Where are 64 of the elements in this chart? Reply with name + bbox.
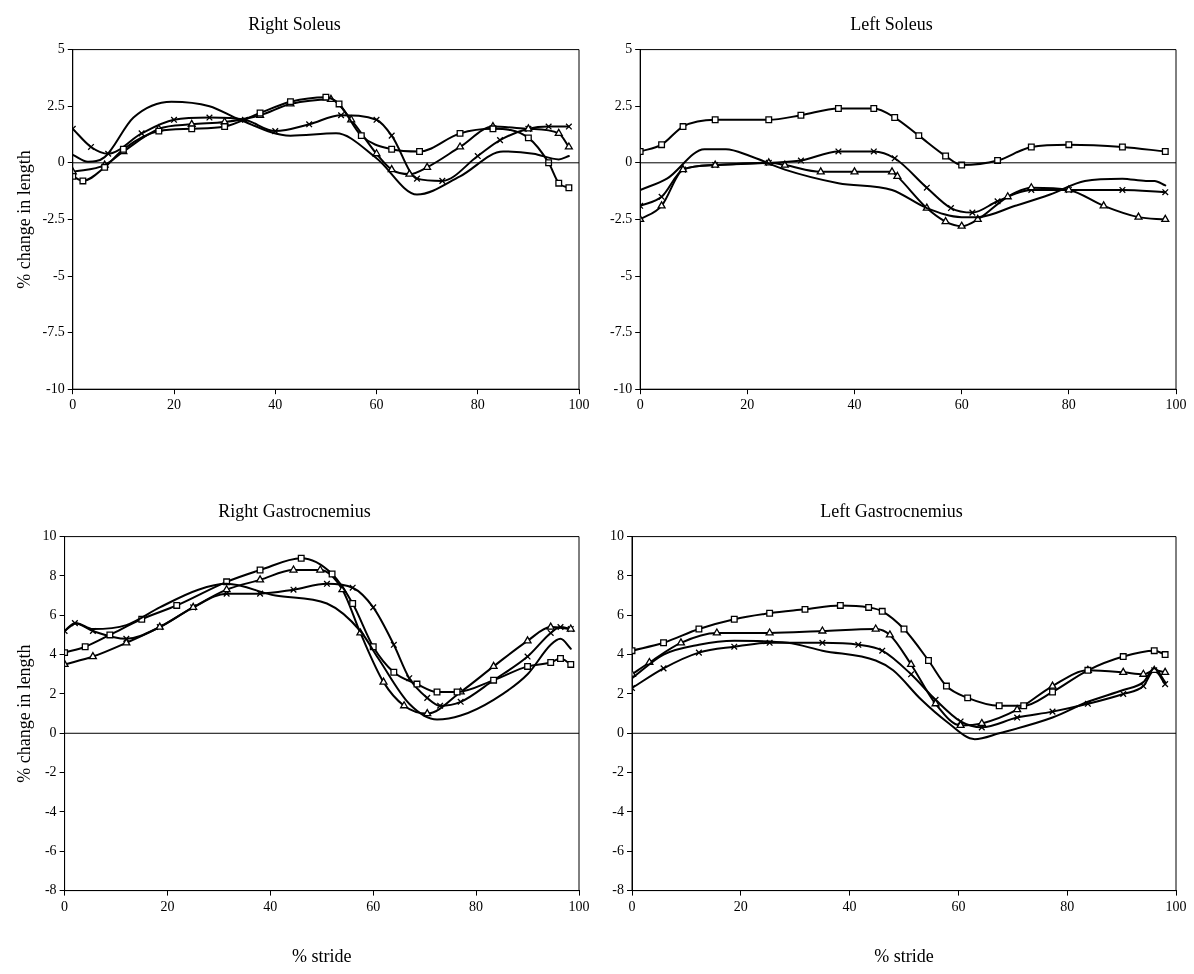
y-tick-label: 0 [617, 724, 624, 740]
y-tick-label: -5 [53, 267, 65, 283]
y-tick-label: -6 [44, 842, 57, 858]
y-tick-label: -4 [44, 803, 57, 819]
y-tick-label: -10 [613, 380, 633, 396]
x-tick-label: 100 [568, 898, 590, 914]
x-tick-label: 100 [1165, 397, 1187, 413]
x-tick-label: 0 [636, 397, 644, 413]
x-tick-label: 80 [470, 397, 485, 413]
y-tick-label: -2.5 [42, 211, 65, 227]
y-tick-label: -8 [612, 882, 624, 898]
y-tick-label: -7.5 [42, 324, 65, 340]
y-tick-label: 6 [49, 606, 57, 622]
y-tick-label: -10 [46, 380, 65, 396]
y-tick-label: -7.5 [609, 324, 633, 340]
x-tick-label: 80 [1060, 898, 1075, 914]
chart-title: Left Gastrocnemius [820, 500, 963, 521]
x-tick-label: 40 [263, 898, 278, 914]
y-tick-label: 10 [42, 528, 57, 544]
y-tick-label: 8 [49, 567, 57, 583]
y-tick-label: -2 [612, 764, 624, 780]
x-tick-label: 60 [951, 898, 966, 914]
y-tick-label: 4 [49, 646, 57, 662]
y-tick-label: -2 [44, 764, 57, 780]
x-tick-label: 20 [740, 397, 755, 413]
x-tick-label: 100 [1165, 898, 1187, 914]
x-tick-label: 80 [1061, 397, 1076, 413]
y-axis-title: % change in length [13, 644, 34, 783]
y-tick-label: -2.5 [609, 211, 633, 227]
y-tick-label: -5 [620, 267, 633, 283]
x-tick-label: 60 [369, 397, 384, 413]
y-tick-label: 10 [610, 528, 624, 544]
y-tick-label: 8 [617, 567, 624, 583]
x-tick-label: 40 [268, 397, 283, 413]
y-tick-label: -4 [612, 803, 624, 819]
y-axis-title: % change in length [13, 150, 34, 289]
x-tick-label: 100 [568, 397, 590, 413]
y-tick-label: 5 [625, 41, 633, 57]
x-tick-label: 60 [954, 397, 969, 413]
y-tick-label: 5 [57, 41, 65, 57]
y-tick-label: -6 [612, 842, 624, 858]
x-tick-label: 60 [366, 898, 381, 914]
x-tick-label: 80 [469, 898, 484, 914]
y-tick-label: 0 [625, 154, 633, 170]
x-axis-title: % stride [292, 945, 352, 966]
chart-title: Right Soleus [248, 13, 341, 34]
x-axis-title: % stride [874, 945, 934, 966]
x-tick-label: 0 [69, 397, 77, 413]
x-tick-label: 20 [167, 397, 182, 413]
y-tick-label: 6 [617, 606, 624, 622]
x-tick-label: 40 [842, 898, 857, 914]
y-tick-label: 0 [57, 154, 65, 170]
y-tick-label: 2.5 [47, 97, 65, 113]
x-tick-label: 20 [733, 898, 748, 914]
y-tick-label: -8 [44, 882, 57, 898]
x-tick-label: 40 [847, 397, 862, 413]
y-tick-label: 2 [49, 685, 57, 701]
chart-title: Right Gastrocnemius [218, 500, 371, 521]
x-tick-label: 20 [160, 898, 175, 914]
chart-title: Left Soleus [850, 13, 933, 34]
y-tick-label: 2 [617, 685, 624, 701]
y-tick-label: 2.5 [614, 97, 633, 113]
y-tick-label: 4 [617, 646, 624, 662]
y-tick-label: 0 [49, 724, 57, 740]
